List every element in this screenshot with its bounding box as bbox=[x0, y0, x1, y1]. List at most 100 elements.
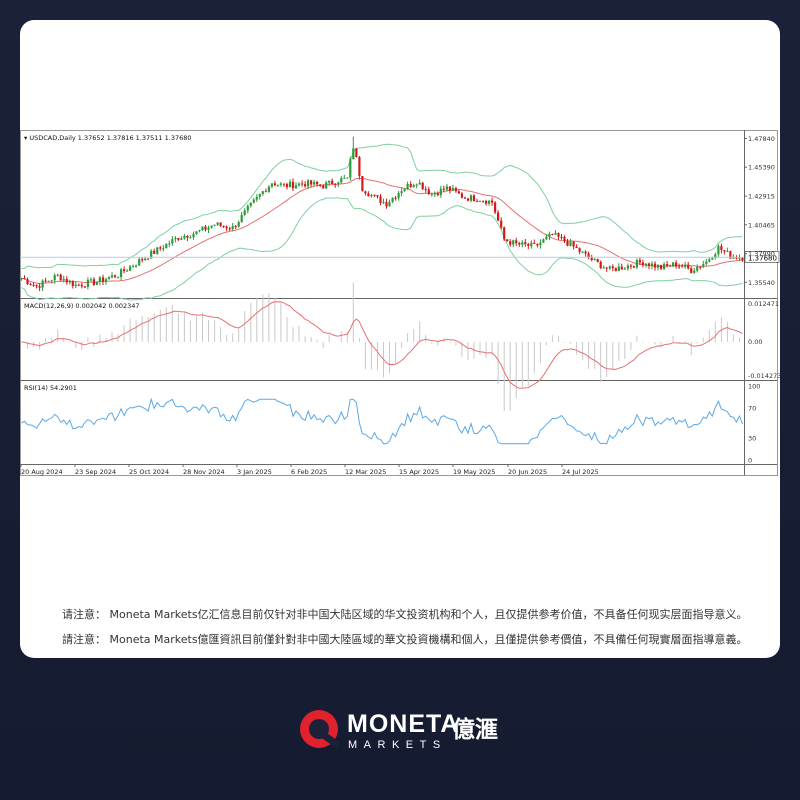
candle-body bbox=[32, 284, 35, 286]
candle-body bbox=[222, 225, 225, 227]
brand-chinese-name: 億滙 bbox=[452, 716, 498, 743]
candle-body bbox=[545, 236, 548, 240]
candle-body bbox=[539, 242, 542, 246]
candle-body bbox=[294, 185, 298, 189]
candle-body bbox=[675, 262, 678, 267]
candle-body bbox=[80, 284, 83, 287]
candle-body bbox=[92, 279, 95, 285]
candle-body bbox=[491, 200, 494, 203]
candle-body bbox=[23, 278, 26, 280]
candle-body bbox=[343, 177, 346, 179]
candle-body bbox=[406, 184, 409, 190]
candle-body bbox=[349, 159, 352, 178]
candle-body bbox=[355, 148, 358, 157]
candle-body bbox=[361, 176, 364, 192]
candle-body bbox=[463, 197, 467, 199]
macd-tick-label: 0.00 bbox=[748, 338, 762, 346]
candle-body bbox=[337, 182, 340, 185]
candle-body bbox=[608, 266, 611, 269]
candle-body bbox=[669, 265, 672, 267]
candle-body bbox=[681, 266, 684, 268]
candle-body bbox=[542, 239, 545, 243]
candle-body bbox=[195, 231, 198, 234]
moving-average bbox=[21, 177, 743, 285]
candle-body bbox=[68, 280, 71, 283]
candle-body bbox=[503, 227, 506, 240]
candle-body bbox=[77, 284, 80, 286]
candle-body bbox=[581, 251, 584, 253]
candle-body bbox=[653, 263, 657, 268]
candle-body bbox=[439, 188, 442, 196]
candle-body bbox=[611, 266, 614, 269]
candle-body bbox=[243, 210, 246, 215]
price-tick-label: 1.45390 bbox=[748, 164, 775, 172]
candle-body bbox=[116, 276, 120, 278]
candle-body bbox=[132, 266, 135, 268]
bollinger-lower bbox=[21, 197, 743, 301]
candle-body bbox=[445, 186, 448, 190]
candle-body bbox=[279, 183, 282, 185]
candle-body bbox=[563, 236, 566, 242]
candle-body bbox=[656, 264, 660, 268]
candle-body bbox=[123, 269, 126, 272]
candle-body bbox=[632, 266, 635, 268]
candle-body bbox=[693, 270, 696, 273]
candle-body bbox=[364, 191, 367, 194]
candle-body bbox=[424, 189, 427, 191]
candle-body bbox=[560, 236, 563, 238]
candle-body bbox=[210, 225, 213, 228]
candle-body bbox=[557, 232, 560, 237]
candle-body bbox=[488, 200, 491, 204]
candle-body bbox=[192, 233, 195, 238]
candle-body bbox=[578, 248, 581, 252]
candle-body bbox=[177, 238, 180, 240]
candle-body bbox=[515, 240, 518, 244]
rsi-line bbox=[21, 397, 743, 445]
candle-body bbox=[593, 259, 596, 261]
disclaimer-simplified: 请注意： Moneta Markets亿汇信息目前仅针对非中国大陆区域的华文投资… bbox=[62, 608, 748, 621]
candle-body bbox=[135, 265, 138, 267]
rsi-tick-label: 0 bbox=[748, 457, 752, 465]
candle-body bbox=[723, 250, 726, 252]
candle-body bbox=[231, 226, 234, 230]
candle-body bbox=[599, 261, 602, 269]
candle-body bbox=[252, 199, 255, 203]
candle-body bbox=[524, 242, 527, 245]
candle-body bbox=[156, 247, 159, 254]
candle-body bbox=[427, 189, 430, 195]
candle-body bbox=[370, 194, 373, 197]
candle-body bbox=[726, 251, 729, 253]
brand-name: MONETA bbox=[347, 710, 460, 738]
candle-body bbox=[587, 253, 590, 258]
candle-body bbox=[500, 220, 503, 228]
candle-body bbox=[466, 198, 470, 201]
candle-body bbox=[509, 241, 512, 245]
disclaimer: 请注意： Moneta Markets亿汇信息目前仅针对非中国大陆区域的华文投资… bbox=[62, 606, 762, 656]
candle-body bbox=[104, 279, 108, 282]
candle-body bbox=[521, 242, 524, 245]
candle-body bbox=[319, 184, 322, 186]
candle-body bbox=[596, 259, 599, 262]
candle-body bbox=[451, 188, 454, 191]
candle-body bbox=[485, 200, 488, 204]
candle-body bbox=[129, 266, 132, 271]
candle-body bbox=[696, 266, 699, 271]
candle-body bbox=[201, 226, 204, 231]
candle-body bbox=[388, 202, 391, 207]
rsi-tick-label: 100 bbox=[748, 383, 760, 391]
candle-body bbox=[494, 202, 497, 213]
candle-body bbox=[147, 258, 150, 260]
candle-body bbox=[358, 157, 361, 177]
disclaimer-traditional: 請注意： Moneta Markets億匯資訊目前僅針對非中國大陸區域的華文投資… bbox=[62, 633, 748, 646]
candle-body bbox=[650, 263, 654, 266]
candle-body bbox=[400, 191, 403, 194]
candle-body bbox=[536, 243, 539, 246]
candle-body bbox=[518, 243, 521, 245]
candle-body bbox=[301, 183, 304, 185]
x-tick-label: 6 Feb 2025 bbox=[291, 468, 327, 476]
candle-body bbox=[714, 254, 717, 258]
candle-body bbox=[379, 196, 382, 203]
candle-body bbox=[74, 284, 77, 286]
candle-body bbox=[228, 228, 231, 230]
candle-body bbox=[687, 264, 690, 269]
